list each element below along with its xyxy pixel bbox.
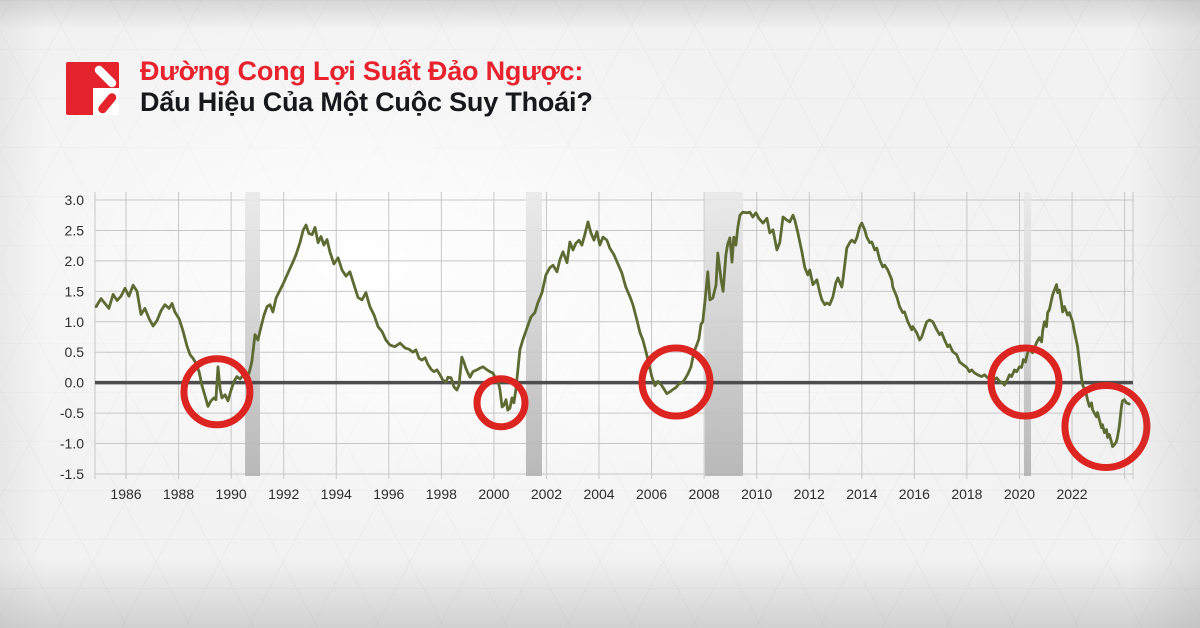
y-tick-label: 3.0 — [65, 192, 85, 208]
x-tick-label: 1988 — [163, 486, 194, 502]
x-tick-label: 1992 — [268, 486, 299, 502]
y-tick-label: 0.0 — [65, 375, 85, 391]
x-tick-label: 1994 — [321, 486, 352, 502]
recession-band — [1023, 192, 1032, 476]
y-tick-label: -0.5 — [60, 405, 84, 421]
recession-band — [525, 192, 542, 476]
x-tick-label: 2010 — [741, 486, 772, 502]
x-tick-label: 1990 — [216, 486, 247, 502]
logo-slash-top-icon — [94, 65, 117, 88]
x-tick-label: 2008 — [689, 486, 720, 502]
inversion-circle — [473, 375, 529, 431]
x-tick-label: 1996 — [373, 486, 404, 502]
y-tick-label: 2.5 — [65, 222, 85, 238]
inversion-circle — [987, 344, 1063, 420]
x-tick-label: 2004 — [583, 486, 614, 502]
inversion-circle — [638, 344, 714, 420]
header: Đường Cong Lợi Suất Đảo Ngược: Dấu Hiệu … — [66, 56, 593, 117]
x-tick-label: 2018 — [951, 486, 982, 502]
recession-band — [245, 192, 261, 476]
y-tick-label: -1.5 — [60, 466, 84, 482]
y-tick-label: -1.0 — [60, 436, 84, 452]
brand-logo-icon — [66, 62, 119, 115]
y-tick-label: 2.0 — [65, 253, 85, 269]
x-tick-label: 2016 — [899, 486, 930, 502]
logo-slash-bottom-icon — [98, 93, 117, 114]
x-tick-label: 2012 — [794, 486, 825, 502]
page-title-line1: Đường Cong Lợi Suất Đảo Ngược: — [140, 56, 584, 86]
title-block: Đường Cong Lợi Suất Đảo Ngược: Dấu Hiệu … — [140, 56, 1040, 118]
y-tick-label: 0.5 — [65, 344, 85, 360]
x-tick-label: 2006 — [636, 486, 667, 502]
x-tick-label: 2000 — [478, 486, 509, 502]
x-tick-label: 1998 — [426, 486, 457, 502]
x-tick-label: 2002 — [531, 486, 562, 502]
inversion-circle — [1061, 382, 1151, 472]
x-tick-label: 1986 — [110, 486, 141, 502]
y-tick-label: 1.5 — [65, 283, 85, 299]
page-title-line2: Dấu Hiệu Của Một Cuộc Suy Thoái? — [140, 87, 593, 117]
x-tick-label: 2014 — [846, 486, 877, 502]
x-tick-label: 2022 — [1056, 486, 1087, 502]
x-tick-label: 2020 — [1004, 486, 1035, 502]
inversion-circle — [180, 355, 254, 429]
y-tick-label: 1.0 — [65, 314, 85, 330]
spread-line — [94, 210, 1131, 449]
